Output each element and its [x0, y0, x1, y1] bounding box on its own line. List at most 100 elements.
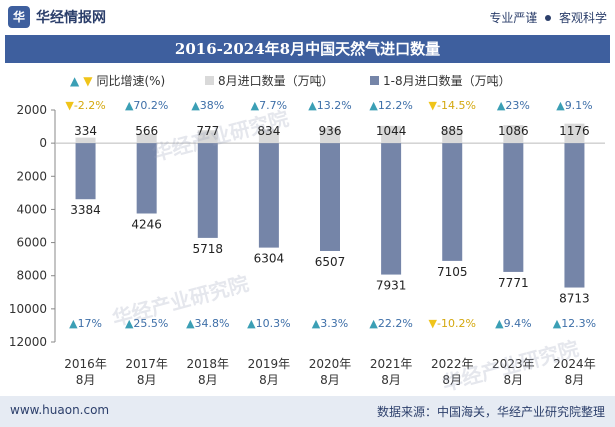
growth-monthly-label: ▼-14.5% — [429, 99, 476, 112]
cumulative-bar — [442, 143, 463, 261]
legend-monthly-swatch — [205, 76, 214, 85]
y-tick-label: 10000 — [9, 302, 47, 316]
cumulative-bar — [564, 143, 585, 288]
cumulative-bar — [381, 143, 402, 275]
y-tick-label: 12000 — [9, 335, 47, 349]
cumulative-value-label: 8713 — [559, 292, 590, 306]
legend-cumulative-label: 1-8月进口数量（万吨） — [383, 74, 511, 88]
logo-text: 华经情报网 — [36, 10, 106, 26]
x-tick-label: 2021年 8月 — [370, 357, 413, 387]
x-tick-label: 2016年 8月 — [64, 357, 107, 387]
y-tick-label: 2000 — [16, 169, 47, 183]
growth-monthly-label: ▲9.1% — [556, 99, 592, 112]
chart-area: 2000 0 2000 4000 6000 8000 10000 12000 334 3384 5… — [9, 99, 605, 387]
monthly-bar — [442, 128, 463, 144]
y-tick-label: 6000 — [16, 236, 47, 250]
data-labels: 334 3384 566 4246 777 5718 834 6304 936 6507 1044 7… — [70, 124, 589, 305]
monthly-bar — [381, 125, 402, 144]
growth-cumulative-label: ▲10.3% — [247, 317, 290, 330]
growth-monthly-label: ▲70.2% — [125, 99, 168, 112]
chart-title: 2016-2024年8月中国天然气进口数量 — [5, 35, 610, 63]
x-tick-label: 2023年 8月 — [492, 357, 535, 387]
cumulative-bar — [503, 143, 524, 272]
growth-monthly-label: ▲23% — [497, 99, 530, 112]
legend-monthly: 8月进口数量（万吨） — [205, 72, 334, 89]
monthly-value-label: 777 — [196, 124, 219, 138]
growth-cumulative-label: ▲34.8% — [186, 317, 229, 330]
growth-cumulative-label: ▲25.5% — [125, 317, 168, 330]
monthly-bar — [75, 137, 96, 144]
growth-cumulative-label: ▲17% — [69, 317, 102, 330]
cumulative-bar — [197, 143, 218, 238]
growth-cumulative-label: ▲3.3% — [312, 317, 348, 330]
y-tick-label: 2000 — [16, 103, 47, 117]
slogan-left: 专业严谨 — [489, 11, 538, 25]
bars — [75, 123, 585, 288]
cumulative-value-label: 7771 — [498, 276, 529, 290]
x-axis-labels: 2016年 8月 2017年 8月 2018年 8月 2019年 8月 2020年 8月 2021年… — [64, 357, 595, 387]
monthly-value-label: 1176 — [559, 124, 590, 138]
triangle-up-icon: ▲ — [70, 73, 80, 88]
legend-growth-label: 同比增速(%) — [96, 74, 166, 88]
cumulative-bar — [320, 143, 340, 251]
growth-cumulative-label: ▲22.2% — [369, 317, 412, 330]
footer-url[interactable]: www.huaon.com — [10, 403, 110, 417]
y-tick-label: 4000 — [16, 202, 47, 216]
legend: ▲ ▼ 同比增速(%) 8月进口数量（万吨） 1-8月进口数量（万吨） — [0, 72, 615, 92]
growth-monthly-label: ▲13.2% — [308, 99, 351, 112]
legend-cumulative-swatch — [370, 76, 379, 85]
growth-labels: ▼-2.2% ▲17% ▲70.2% ▲25.5% ▲38% ▲34.8% ▲7.7% ▲10… — [65, 99, 596, 330]
bullet-icon — [545, 15, 552, 21]
cumulative-bar — [136, 143, 157, 214]
cumulative-value-label: 4246 — [131, 218, 162, 232]
x-tick-label: 2020年 8月 — [309, 357, 352, 387]
cumulative-value-label: 7105 — [437, 265, 468, 279]
x-tick-label: 2017年 8月 — [125, 357, 168, 387]
monthly-bar — [136, 133, 157, 144]
growth-monthly-label: ▲38% — [191, 99, 224, 112]
monthly-bar — [197, 130, 218, 144]
y-axis: 2000 0 2000 4000 6000 8000 10000 12000 — [9, 103, 605, 349]
footer: www.huaon.com 数据来源：中国海关，华经产业研究院整理 — [0, 396, 615, 427]
growth-monthly-label: ▲7.7% — [251, 99, 287, 112]
growth-monthly-label: ▼-2.2% — [65, 99, 105, 112]
y-tick-label: 0 — [39, 136, 47, 150]
cumulative-bar — [258, 143, 279, 248]
top-bar: 华 华经情报网 专业严谨 客观科学 — [0, 0, 615, 35]
cumulative-value-label: 5718 — [193, 242, 224, 256]
x-tick-label: 2018年 8月 — [187, 357, 230, 387]
legend-monthly-label: 8月进口数量（万吨） — [218, 74, 334, 88]
logo[interactable]: 华 华经情报网 — [8, 6, 106, 28]
cumulative-value-label: 7931 — [376, 279, 407, 293]
growth-cumulative-label: ▲9.4% — [495, 317, 531, 330]
monthly-bar — [564, 123, 585, 144]
x-tick-label: 2022年 8月 — [431, 357, 474, 387]
slogan-right: 客观科学 — [558, 11, 607, 25]
y-tick-label: 8000 — [16, 269, 47, 283]
growth-monthly-label: ▲12.2% — [369, 99, 412, 112]
legend-cumulative: 1-8月进口数量（万吨） — [370, 72, 511, 89]
monthly-value-label: 885 — [441, 124, 464, 138]
cumulative-value-label: 3384 — [70, 203, 101, 217]
legend-growth: ▲ ▼ 同比增速(%) — [70, 72, 165, 89]
monthly-value-label: 936 — [319, 124, 342, 138]
x-tick-label: 2024年 8月 — [553, 357, 596, 387]
logo-icon: 华 — [8, 6, 30, 28]
growth-cumulative-label: ▲12.3% — [553, 317, 596, 330]
cumulative-value-label: 6304 — [254, 252, 285, 266]
monthly-value-label: 1044 — [376, 124, 407, 138]
monthly-bar — [320, 127, 340, 144]
cumulative-value-label: 6507 — [315, 255, 346, 269]
monthly-value-label: 834 — [257, 124, 280, 138]
monthly-value-label: 1086 — [498, 124, 529, 138]
cumulative-bar — [75, 143, 96, 200]
monthly-value-label: 566 — [135, 124, 158, 138]
growth-cumulative-label: ▼-10.2% — [429, 317, 476, 330]
monthly-bar — [503, 125, 524, 144]
monthly-value-label: 334 — [74, 124, 97, 138]
monthly-bar — [258, 129, 279, 144]
x-tick-label: 2019年 8月 — [248, 357, 291, 387]
footer-source: 数据来源：中国海关，华经产业研究院整理 — [376, 405, 605, 419]
slogan: 专业严谨 客观科学 — [489, 9, 607, 26]
triangle-down-icon: ▼ — [83, 73, 93, 88]
